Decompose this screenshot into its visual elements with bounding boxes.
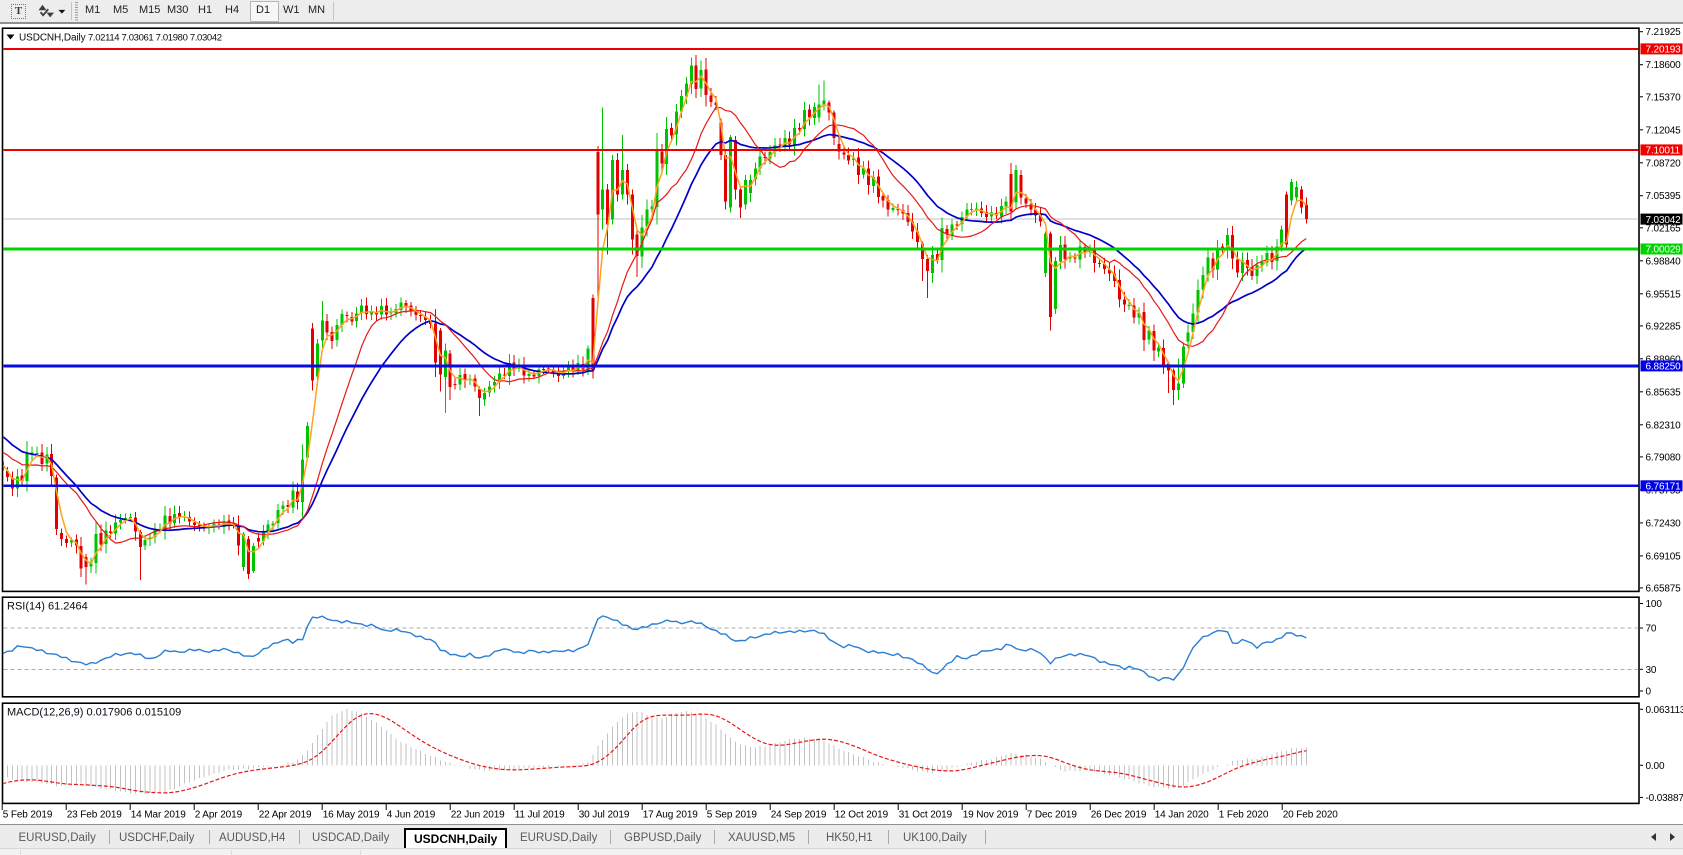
svg-text:6.98840: 6.98840 — [1646, 256, 1682, 267]
svg-text:7.20193: 7.20193 — [1646, 45, 1682, 56]
svg-text:7.21925: 7.21925 — [1646, 27, 1682, 38]
svg-text:1 Feb 2020: 1 Feb 2020 — [1219, 810, 1269, 821]
svg-text:30: 30 — [1646, 665, 1657, 676]
svg-text:7.10011: 7.10011 — [1646, 146, 1681, 157]
svg-text:USDCNH,Daily: USDCNH,Daily — [19, 33, 86, 44]
svg-text:22 Jun 2019: 22 Jun 2019 — [451, 810, 505, 821]
svg-text:30 Jul 2019: 30 Jul 2019 — [579, 810, 630, 821]
svg-text:MACD(12,26,9) 0.017906 0.01510: MACD(12,26,9) 0.017906 0.015109 — [7, 707, 181, 719]
svg-text:23 Feb 2019: 23 Feb 2019 — [67, 810, 123, 821]
svg-text:0: 0 — [1646, 687, 1652, 698]
svg-text:16 May 2019: 16 May 2019 — [323, 810, 380, 821]
svg-text:19 Nov 2019: 19 Nov 2019 — [963, 810, 1019, 821]
svg-text:4 Jun 2019: 4 Jun 2019 — [387, 810, 436, 821]
svg-text:0.063113: 0.063113 — [1646, 705, 1683, 716]
svg-text:6.69105: 6.69105 — [1646, 551, 1682, 562]
svg-text:5 Sep 2019: 5 Sep 2019 — [707, 810, 758, 821]
svg-text:7.18600: 7.18600 — [1646, 60, 1682, 71]
svg-text:7.08720: 7.08720 — [1646, 158, 1682, 169]
svg-text:7.15370: 7.15370 — [1646, 92, 1682, 103]
svg-text:7.03042: 7.03042 — [1646, 215, 1682, 226]
svg-text:7.00029: 7.00029 — [1646, 245, 1682, 256]
svg-text:24 Sep 2019: 24 Sep 2019 — [771, 810, 827, 821]
svg-text:7.12045: 7.12045 — [1646, 125, 1682, 136]
svg-text:6.76171: 6.76171 — [1646, 482, 1682, 493]
svg-text:6.72430: 6.72430 — [1646, 518, 1682, 529]
svg-text:6.92285: 6.92285 — [1646, 321, 1682, 332]
svg-text:12 Oct 2019: 12 Oct 2019 — [835, 810, 889, 821]
svg-text:-0.038872: -0.038872 — [1646, 793, 1683, 804]
svg-text:6.88250: 6.88250 — [1646, 362, 1682, 373]
svg-text:RSI(14) 61.2464: RSI(14) 61.2464 — [7, 601, 88, 613]
svg-text:6.85635: 6.85635 — [1646, 387, 1682, 398]
svg-text:14 Jan 2020: 14 Jan 2020 — [1155, 810, 1209, 821]
svg-text:0.00: 0.00 — [1646, 761, 1665, 772]
svg-text:20 Feb 2020: 20 Feb 2020 — [1283, 810, 1339, 821]
svg-text:6.82310: 6.82310 — [1646, 420, 1682, 431]
svg-text:2 Apr 2019: 2 Apr 2019 — [195, 810, 243, 821]
svg-text:6.79080: 6.79080 — [1646, 452, 1682, 463]
svg-text:7 Dec 2019: 7 Dec 2019 — [1027, 810, 1078, 821]
svg-text:11 Jul 2019: 11 Jul 2019 — [515, 810, 565, 821]
svg-text:7.05395: 7.05395 — [1646, 191, 1682, 202]
svg-text:14 Mar 2019: 14 Mar 2019 — [131, 810, 187, 821]
svg-text:100: 100 — [1646, 599, 1663, 610]
svg-text:5 Feb 2019: 5 Feb 2019 — [3, 810, 53, 821]
svg-text:7.02114 7.03061 7.01980 7.0304: 7.02114 7.03061 7.01980 7.03042 — [88, 33, 222, 44]
svg-text:31 Oct 2019: 31 Oct 2019 — [899, 810, 953, 821]
svg-text:22 Apr 2019: 22 Apr 2019 — [259, 810, 312, 821]
svg-text:17 Aug 2019: 17 Aug 2019 — [643, 810, 699, 821]
svg-text:26 Dec 2019: 26 Dec 2019 — [1091, 810, 1147, 821]
svg-text:6.65875: 6.65875 — [1646, 583, 1682, 594]
svg-text:70: 70 — [1646, 624, 1657, 635]
svg-text:6.95515: 6.95515 — [1646, 289, 1682, 300]
